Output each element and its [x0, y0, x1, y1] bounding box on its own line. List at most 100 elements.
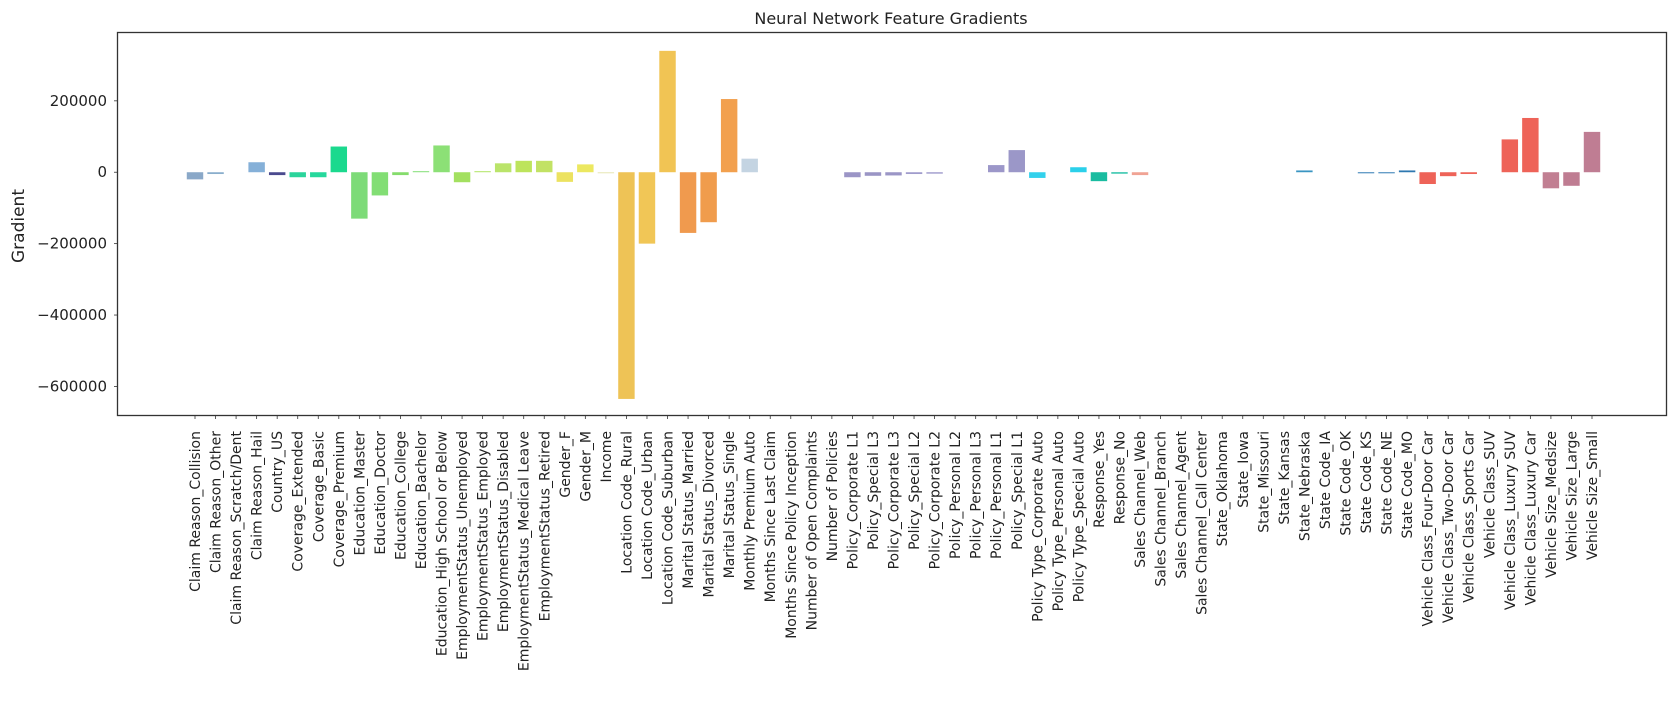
x-tick-label: Location Code_Rural: [619, 431, 635, 574]
x-tick-label: Coverage_Basic: [311, 431, 327, 542]
bar: [638, 172, 656, 244]
x-tick-label: Policy Type_Special Auto: [1071, 431, 1087, 602]
x-tick-label: Vehicle Class_Sports Car: [1462, 431, 1478, 603]
x-tick-label: Vehicle Class_SUV: [1482, 431, 1498, 558]
bar: [597, 172, 615, 174]
x-tick-label: EmploymentStatus_Retired: [537, 431, 553, 621]
bar: [494, 163, 512, 173]
x-tick-label: Education_High School or Below: [435, 431, 451, 656]
x-tick-label: Policy_Personal L2: [948, 431, 964, 559]
x-tick-label: Policy_Corporate L3: [887, 431, 903, 569]
bar: [268, 172, 286, 176]
x-tick-label: Sales Channel_Call Center: [1195, 431, 1211, 615]
x-tick-label: Location Code_Urban: [640, 431, 656, 580]
y-tick-label: 0: [97, 163, 107, 181]
x-tick-label: Claim Reason_Scratch/Dent: [229, 430, 245, 624]
bar: [885, 172, 902, 176]
plot-frame: [116, 31, 1668, 417]
x-tick-label: Claim Reason_Other: [209, 431, 225, 573]
bar: [433, 145, 450, 173]
bar: [1522, 117, 1539, 173]
x-tick-label: Policy_Corporate L2: [928, 431, 944, 569]
x-tick-label: Marital Status_Divorced: [702, 431, 718, 598]
x-tick-label: Policy Type_Personal Auto: [1051, 431, 1067, 611]
bar: [905, 172, 923, 175]
bar: [207, 172, 224, 175]
bar: [1131, 172, 1149, 176]
x-tick-label: Vehicle Size_Small: [1585, 431, 1601, 560]
bar: [1357, 172, 1375, 174]
x-tick-label: Country_US: [270, 431, 286, 513]
bar: [864, 172, 882, 176]
bar: [988, 165, 1005, 173]
bar: [474, 171, 491, 173]
y-tick-labels: 200000 0 −200000 −400000 −600000: [37, 92, 118, 395]
bar: [1542, 172, 1560, 189]
x-tick-label: State Code_NE: [1380, 431, 1396, 535]
bar: [679, 172, 697, 233]
x-tick-label: State_Oklahoma: [1215, 431, 1231, 546]
x-tick-label: Vehicle Class_Luxury Car: [1523, 431, 1539, 606]
bars-group: [186, 50, 1601, 399]
bar: [1070, 167, 1087, 173]
x-tick-label: Education_College: [393, 431, 409, 560]
x-tick-label: Policy_Special L3: [866, 431, 882, 550]
x-tick-label: Coverage_Premium: [332, 431, 348, 567]
bar: [618, 172, 635, 399]
bar: [351, 172, 368, 219]
y-tick-label: 200000: [50, 92, 107, 110]
bar: [310, 172, 327, 178]
y-axis-label: Gradient: [9, 189, 29, 263]
x-tick-label: EmploymentStatus_Unemployed: [455, 431, 471, 660]
bar: [186, 172, 204, 180]
bar: [1111, 172, 1128, 174]
bar: [453, 172, 471, 183]
x-tick-label: EmploymentStatus_Medical Leave: [517, 431, 533, 671]
x-tick-label: Policy_Personal L1: [989, 431, 1005, 559]
x-tick-labels: Claim Reason_Collision Claim Reason_Other…: [188, 415, 1601, 671]
bar: [536, 160, 553, 173]
x-tick-label: Location Code_Suburban: [661, 431, 677, 605]
x-tick-label: Vehicle Size_Medsize: [1544, 431, 1560, 578]
bar: [515, 160, 532, 173]
x-tick-label: State_Kansas: [1277, 431, 1293, 525]
x-tick-label: Marital Status_Married: [681, 431, 697, 589]
bar: [1029, 172, 1046, 178]
bar: [556, 172, 574, 182]
x-tick-label: Coverage_Extended: [291, 431, 307, 572]
x-tick-label: State Code_OK: [1339, 430, 1355, 535]
x-tick-label: Number of Policies: [825, 431, 841, 561]
bar: [720, 99, 738, 173]
bar: [412, 171, 430, 173]
x-tick-label: Education_Doctor: [373, 431, 389, 555]
bar: [289, 172, 306, 178]
x-tick-label: Vehicle Class_Two-Door Car: [1441, 431, 1457, 623]
x-tick-label: Education_Bachelor: [414, 431, 430, 570]
bar: [371, 172, 389, 196]
x-tick-label: Vehicle Class_Luxury SUV: [1503, 431, 1519, 611]
x-tick-label: Response_No: [1113, 431, 1129, 524]
bar: [1563, 172, 1580, 186]
bar: [1296, 170, 1313, 173]
y-tick-label: −400000: [37, 306, 107, 324]
x-tick-label: Gender_M: [578, 431, 594, 502]
bar: [1501, 139, 1519, 173]
x-tick-label: Response_Yes: [1092, 431, 1108, 528]
bar: [741, 158, 758, 173]
x-tick-label: Vehicle Class_Four-Door Car: [1421, 431, 1437, 627]
chart-title: Neural Network Feature Gradients: [754, 9, 1027, 28]
bar: [1439, 172, 1457, 177]
x-tick-label: Claim Reason_Collision: [188, 431, 204, 592]
bar: [659, 50, 676, 173]
x-tick-label: Gender_F: [558, 431, 574, 498]
y-tick-label: −200000: [37, 235, 107, 253]
x-tick-label: State Code_IA: [1318, 431, 1334, 529]
bar: [700, 172, 717, 223]
bar: [1378, 172, 1395, 174]
x-tick-label: EmploymentStatus_Employed: [476, 431, 492, 641]
x-tick-label: State_Missouri: [1256, 431, 1272, 533]
bar: [1460, 172, 1477, 175]
x-tick-label: Marital Status_Single: [722, 431, 738, 578]
x-tick-label: Sales Channel_Agent: [1174, 431, 1190, 579]
